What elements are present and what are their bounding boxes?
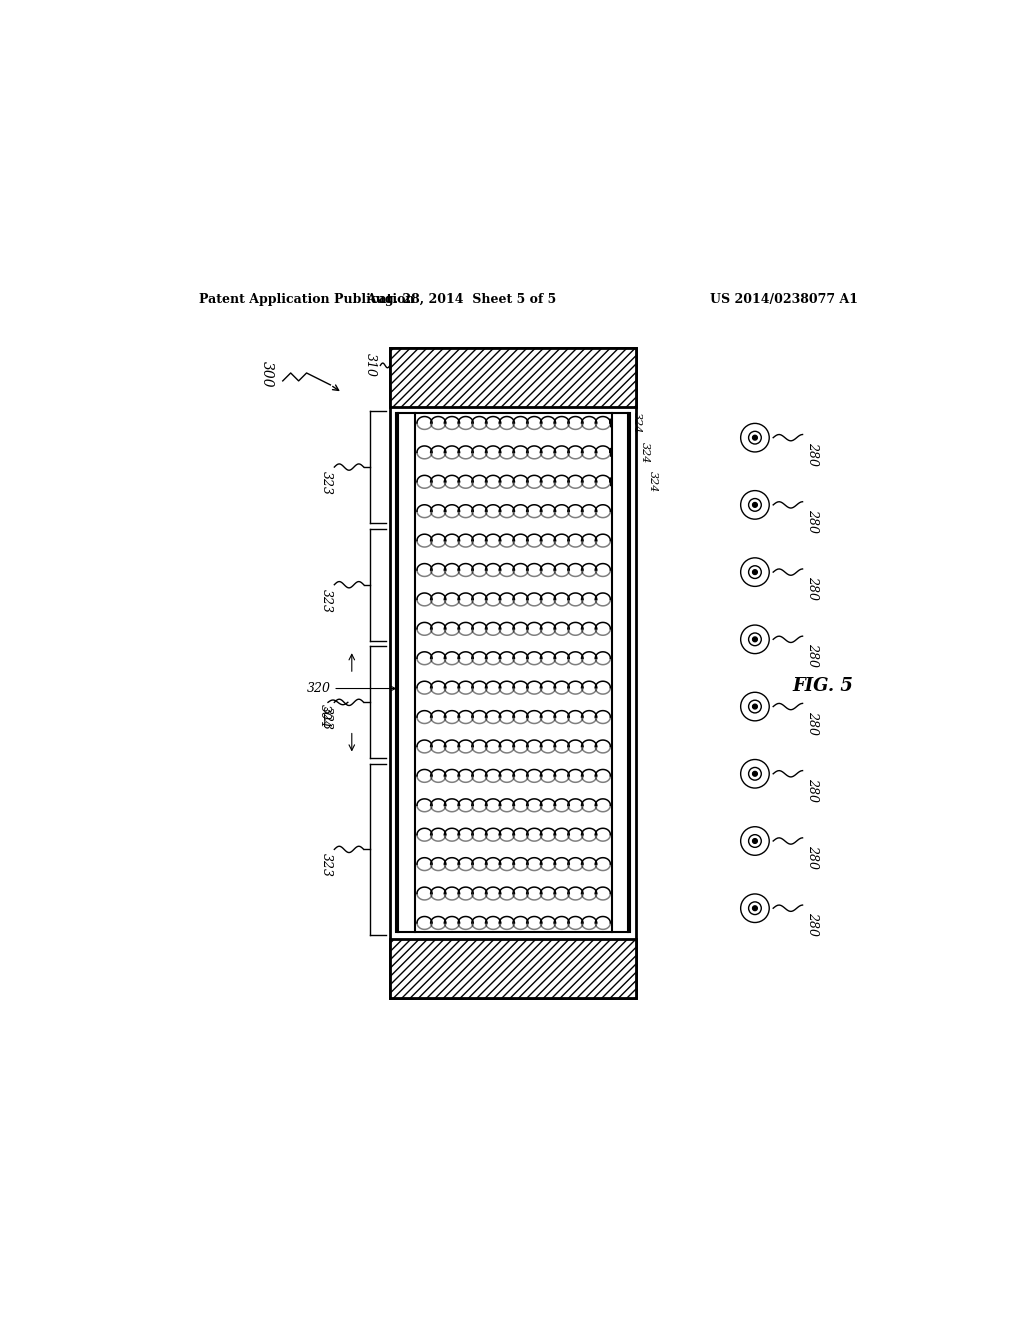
Text: Aug. 28, 2014  Sheet 5 of 5: Aug. 28, 2014 Sheet 5 of 5 <box>367 293 556 306</box>
Bar <box>390 347 636 998</box>
Text: 280: 280 <box>807 576 819 601</box>
Bar <box>390 939 636 998</box>
Text: 280: 280 <box>807 710 819 734</box>
Bar <box>396 413 630 932</box>
Bar <box>390 347 636 407</box>
Circle shape <box>753 704 758 709</box>
Text: 300: 300 <box>260 362 273 388</box>
Text: 304: 304 <box>317 704 331 727</box>
Text: 280: 280 <box>807 643 819 668</box>
Bar <box>390 347 636 407</box>
Text: 320: 320 <box>306 682 395 696</box>
Text: 324: 324 <box>640 442 650 463</box>
Bar <box>390 939 636 998</box>
Circle shape <box>753 503 758 507</box>
Circle shape <box>753 570 758 574</box>
Text: 280: 280 <box>807 912 819 936</box>
Circle shape <box>753 771 758 776</box>
Text: FIG. 5: FIG. 5 <box>792 677 853 696</box>
Circle shape <box>753 436 758 440</box>
Text: US 2014/0238077 A1: US 2014/0238077 A1 <box>710 293 858 306</box>
Text: 323: 323 <box>319 471 333 495</box>
Text: 280: 280 <box>807 845 819 869</box>
Circle shape <box>753 838 758 843</box>
Text: 324: 324 <box>632 412 642 434</box>
Text: Patent Application Publication: Patent Application Publication <box>200 293 415 306</box>
Text: 324: 324 <box>648 471 657 492</box>
Text: 323: 323 <box>319 706 333 730</box>
Text: 280: 280 <box>807 510 819 533</box>
Text: 280: 280 <box>807 442 819 466</box>
Text: 280: 280 <box>807 777 819 801</box>
Text: 310: 310 <box>364 354 377 378</box>
Text: 323: 323 <box>319 589 333 612</box>
Circle shape <box>753 638 758 642</box>
Text: 323: 323 <box>319 853 333 878</box>
Circle shape <box>753 906 758 911</box>
